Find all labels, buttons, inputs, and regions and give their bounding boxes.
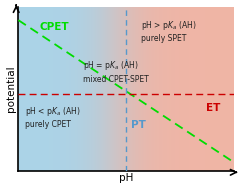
- Text: pH = p$K_a$ (AH)
mixed CPET-SPET: pH = p$K_a$ (AH) mixed CPET-SPET: [83, 59, 149, 84]
- Text: pH < p$K_a$ (AH)
purely CPET: pH < p$K_a$ (AH) purely CPET: [25, 105, 81, 129]
- X-axis label: pH: pH: [119, 174, 133, 184]
- Text: CPET: CPET: [40, 22, 69, 32]
- Text: ET: ET: [206, 104, 220, 113]
- Text: PT: PT: [131, 120, 145, 130]
- Text: pH > p$K_a$ (AH)
purely SPET: pH > p$K_a$ (AH) purely SPET: [141, 19, 197, 43]
- Y-axis label: potential: potential: [6, 66, 15, 112]
